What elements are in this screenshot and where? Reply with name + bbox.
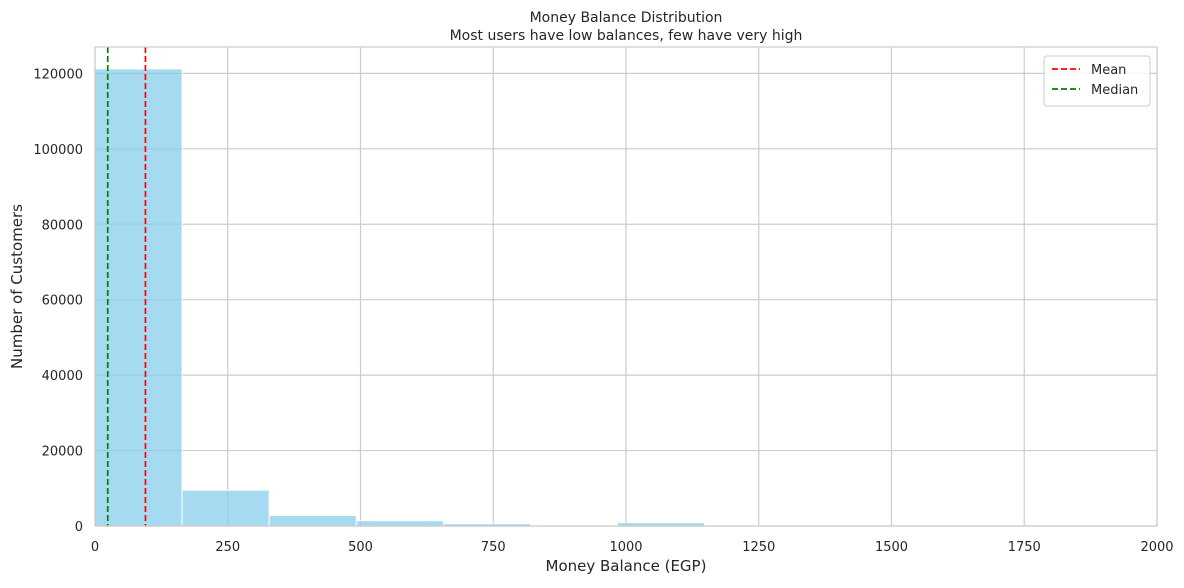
y-tick-label: 80000 bbox=[42, 218, 83, 233]
x-axis-label: Money Balance (EGP) bbox=[546, 557, 707, 575]
x-tick-label: 1500 bbox=[875, 540, 908, 555]
chart-subtitle: Most users have low balances, few have v… bbox=[450, 28, 803, 44]
x-tick-labels: 0 250 500 750 1000 1250 1500 1750 2000 bbox=[91, 540, 1174, 555]
y-tick-labels: 0 20000 40000 60000 80000 100000 120000 bbox=[33, 67, 83, 535]
x-tick-label: 1750 bbox=[1008, 540, 1041, 555]
y-tick-label: 100000 bbox=[33, 143, 83, 158]
x-tick-label: 0 bbox=[91, 540, 99, 555]
grid-lines bbox=[95, 47, 1157, 526]
y-tick-label: 0 bbox=[75, 520, 83, 535]
x-tick-label: 250 bbox=[215, 540, 240, 555]
x-tick-label: 1250 bbox=[742, 540, 775, 555]
legend-mean-label: Mean bbox=[1091, 63, 1126, 78]
histogram-bar bbox=[356, 521, 443, 526]
x-tick-label: 750 bbox=[481, 540, 506, 555]
y-tick-label: 120000 bbox=[33, 67, 83, 82]
histogram-bar bbox=[269, 515, 356, 526]
x-tick-label: 1000 bbox=[609, 540, 642, 555]
histogram-bar bbox=[182, 490, 269, 526]
chart-title: Money Balance Distribution bbox=[530, 10, 723, 26]
y-tick-label: 20000 bbox=[42, 445, 83, 460]
y-tick-label: 40000 bbox=[42, 369, 83, 384]
x-tick-label: 2000 bbox=[1140, 540, 1173, 555]
x-tick-label: 500 bbox=[348, 540, 373, 555]
legend: Mean Median bbox=[1044, 56, 1150, 106]
y-tick-label: 60000 bbox=[42, 294, 83, 309]
legend-median-label: Median bbox=[1091, 83, 1138, 98]
y-axis-label: Number of Customers bbox=[8, 204, 26, 369]
histogram-bars bbox=[95, 69, 1140, 526]
